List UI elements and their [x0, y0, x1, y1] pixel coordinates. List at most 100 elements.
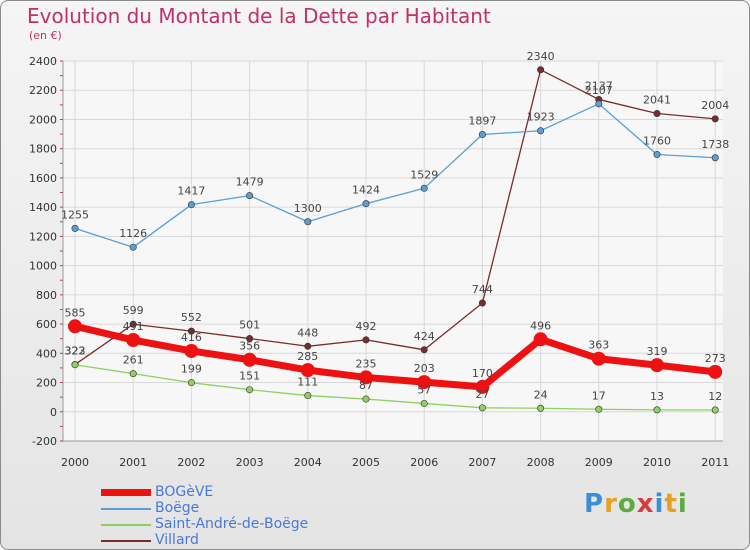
data-label: 1300 — [294, 202, 322, 215]
series-line — [74, 322, 716, 391]
logo-letter: i — [654, 489, 665, 519]
data-label: 285 — [297, 350, 318, 363]
data-label: 57 — [417, 383, 431, 396]
data-label: 1738 — [701, 138, 729, 151]
data-point — [304, 218, 312, 226]
y-tick-label: 400 — [36, 347, 57, 360]
y-tick-label: -200 — [32, 435, 57, 448]
data-point — [187, 327, 195, 335]
y-tick-label: 2000 — [29, 113, 57, 126]
y-tick-label: 800 — [36, 289, 57, 302]
legend-label: BOGèVE — [155, 484, 214, 500]
series-line — [74, 364, 716, 411]
data-point — [478, 131, 486, 139]
data-point — [304, 392, 312, 400]
data-point — [420, 184, 428, 192]
logo-letter: i — [677, 489, 688, 519]
data-point — [362, 395, 370, 403]
data-label: 2041 — [643, 93, 671, 106]
data-label: 501 — [239, 319, 260, 332]
data-label: 424 — [414, 330, 435, 343]
y-tick-label: 200 — [36, 377, 57, 390]
data-point — [304, 342, 312, 350]
data-label: 1126 — [119, 227, 147, 240]
x-tick-label: 2011 — [701, 456, 729, 469]
data-label: 363 — [588, 339, 609, 352]
data-point — [711, 406, 719, 414]
data-point — [537, 127, 545, 135]
data-point — [595, 100, 603, 108]
data-point — [711, 154, 719, 162]
x-tick-label: 2001 — [119, 456, 147, 469]
data-label: 416 — [181, 331, 202, 344]
data-label: 13 — [650, 390, 664, 403]
data-point — [187, 201, 195, 209]
data-label: 199 — [181, 363, 202, 376]
y-tick-label: 2200 — [29, 84, 57, 97]
y-tick-label: 1000 — [29, 260, 57, 273]
data-point — [475, 379, 490, 394]
data-label: 1255 — [61, 208, 89, 221]
data-label: 2340 — [527, 50, 555, 63]
y-tick-label: 1600 — [29, 172, 57, 185]
chart-title: Evolution du Montant de la Dette par Hab… — [27, 4, 491, 28]
data-label: 261 — [123, 354, 144, 367]
x-tick-label: 2007 — [468, 456, 496, 469]
plot-area — [63, 61, 723, 441]
data-label: 319 — [647, 345, 668, 358]
data-point — [420, 399, 428, 407]
legend-swatch — [101, 489, 151, 496]
data-point — [595, 405, 603, 413]
data-point — [537, 66, 545, 74]
data-point — [420, 346, 428, 354]
data-label: 170 — [472, 367, 493, 380]
data-point — [129, 320, 137, 328]
data-label: 2004 — [701, 99, 729, 112]
legend-item: BOGèVE — [101, 484, 341, 501]
data-label: 2107 — [585, 84, 613, 97]
data-label: 1923 — [527, 111, 555, 124]
data-point — [478, 404, 486, 412]
y-tick-label: 1200 — [29, 230, 57, 243]
x-tick-label: 2009 — [585, 456, 613, 469]
x-tick-label: 2006 — [410, 456, 438, 469]
data-label: 2137 — [585, 79, 613, 92]
data-point — [711, 115, 719, 123]
data-point — [650, 358, 665, 373]
data-point — [537, 404, 545, 412]
data-label: 1479 — [236, 176, 264, 189]
data-label: 1760 — [643, 135, 671, 148]
y-tick-label: 1800 — [29, 143, 57, 156]
x-tick-label: 2005 — [352, 456, 380, 469]
data-label: 87 — [359, 379, 373, 392]
data-label: 1417 — [177, 185, 205, 198]
data-label: 24 — [534, 388, 548, 401]
logo-letter: t — [664, 489, 678, 519]
legend-label: Villard — [155, 532, 199, 548]
data-label: 492 — [356, 320, 377, 333]
data-point — [708, 364, 723, 379]
data-label: 151 — [239, 370, 260, 383]
data-point — [187, 379, 195, 387]
data-label: 235 — [356, 357, 377, 370]
data-point — [71, 224, 79, 232]
data-point — [653, 406, 661, 414]
data-label: 12 — [708, 390, 722, 403]
data-label: 356 — [239, 340, 260, 353]
legend: BOGèVE Boëge Saint-André-de-Boëge Villard — [101, 484, 341, 549]
data-point — [533, 332, 548, 347]
data-point — [300, 363, 315, 378]
proxiti-logo: Proxiti — [584, 489, 688, 519]
data-label: 552 — [181, 311, 202, 324]
data-label: 1529 — [410, 168, 438, 181]
data-point — [653, 151, 661, 159]
data-point — [246, 335, 254, 343]
logo-letter: r — [604, 489, 618, 519]
data-point — [129, 370, 137, 378]
legend-item: Villard — [101, 532, 341, 549]
data-point — [246, 386, 254, 394]
data-label: 17 — [592, 389, 606, 402]
data-point — [68, 319, 82, 334]
series-line — [74, 103, 716, 248]
